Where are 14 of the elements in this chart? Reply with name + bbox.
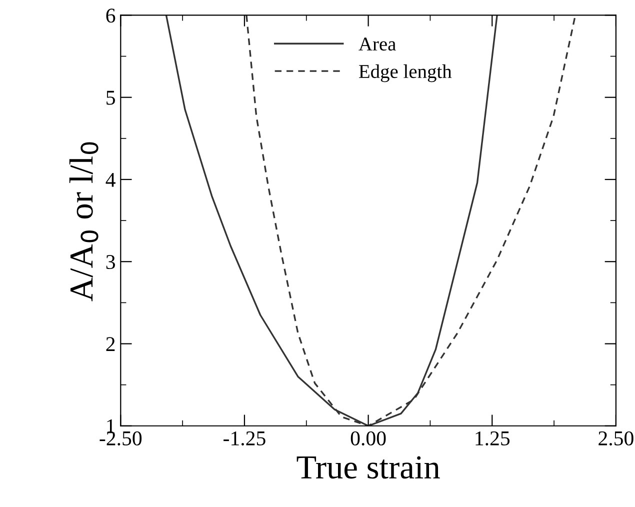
y-tick-label: 4	[106, 172, 116, 187]
y-tick-label: 2	[106, 337, 115, 351]
x-tick-label: -1.25	[224, 431, 266, 446]
x-axis-title: True strain	[296, 456, 440, 479]
legend-label: Edge length	[359, 64, 452, 82]
legend-label: Area	[358, 38, 396, 51]
x-tick-label: 1.25	[476, 431, 510, 446]
y-tick-label: 6	[106, 8, 116, 23]
y-tick-label: 5	[106, 90, 115, 105]
y-axis-title: A/A$_{0}$ or l/l$_{0}$	[69, 142, 98, 302]
y-tick-label: 3	[106, 255, 115, 270]
x-tick-label: 0.00	[350, 431, 386, 446]
x-tick-label: -2.50	[100, 431, 142, 446]
x-tick-label: 2.50	[598, 431, 634, 446]
